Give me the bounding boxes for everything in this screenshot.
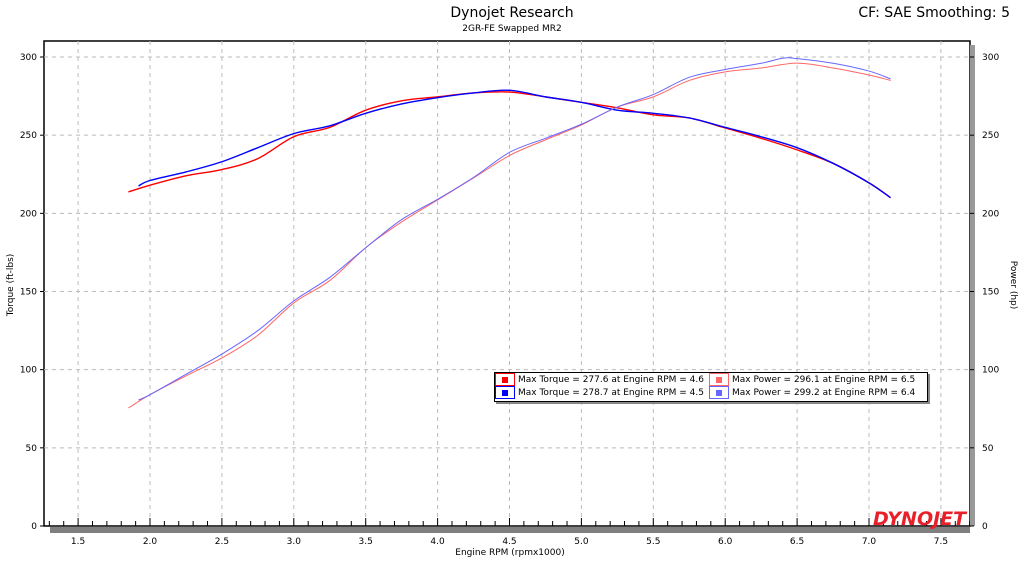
- x-axis-label: Engine RPM (rpmx1000): [455, 548, 564, 558]
- y-tick-label-right: 150: [982, 288, 999, 298]
- y-tick-label-left: 200: [20, 209, 37, 219]
- correction-settings: CF: SAE Smoothing: 5: [858, 5, 1010, 21]
- y-tick-label-left: 0: [31, 522, 37, 532]
- legend-label: Max Power = 299.2 at Engine RPM = 6.4: [732, 387, 916, 398]
- legend-label: Max Torque = 277.6 at Engine RPM = 4.6: [518, 374, 704, 385]
- x-tick-label: 1.5: [71, 537, 85, 547]
- y-tick-label-right: 50: [982, 444, 994, 454]
- y-tick-label-left: 50: [26, 444, 38, 454]
- x-tick-label: 5.5: [646, 537, 660, 547]
- y-axis-label-left: Torque (ft-lbs): [6, 254, 16, 318]
- chart-subtitle: 2GR-FE Swapped MR2: [462, 24, 562, 34]
- y-tick-label-right: 300: [982, 53, 999, 63]
- x-tick-label: 5.0: [574, 537, 589, 547]
- legend-item: Max Power = 296.1 at Engine RPM = 6.5: [709, 373, 915, 386]
- legend-label: Max Power = 296.1 at Engine RPM = 6.5: [732, 374, 916, 385]
- torque-run2-line: [138, 89, 891, 199]
- y-tick-label-right: 100: [982, 366, 999, 376]
- chart-title: Dynojet Research: [450, 5, 574, 21]
- dynojet-logo: DYNOJET: [873, 508, 968, 530]
- x-tick-label: 4.5: [502, 537, 516, 547]
- plot-area: [43, 40, 971, 527]
- x-axis-bar: [50, 527, 970, 533]
- x-tick-label: 3.0: [287, 537, 302, 547]
- power-run1-line: [128, 62, 891, 409]
- legend-swatch: [709, 386, 729, 399]
- y-tick-label-right: 200: [982, 209, 999, 219]
- y-axis-label-right: Power (hp): [1008, 261, 1018, 310]
- legend-item: Max Torque = 277.6 at Engine RPM = 4.6: [495, 373, 704, 386]
- y-axis-bar-right: [970, 45, 975, 526]
- legend-item: Max Power = 299.2 at Engine RPM = 6.4: [709, 386, 915, 399]
- x-tick-label: 7.0: [862, 537, 877, 547]
- y-tick-label-left: 100: [20, 366, 37, 376]
- y-tick-label-right: 0: [982, 522, 988, 532]
- power-run2-line: [138, 57, 891, 401]
- y-tick-label-left: 150: [20, 288, 37, 298]
- x-tick-label: 6.5: [790, 537, 804, 547]
- legend-swatch: [495, 373, 515, 386]
- legend-label: Max Torque = 278.7 at Engine RPM = 4.5: [518, 387, 704, 398]
- torque-run1-line: [128, 91, 891, 199]
- x-tick-label: 4.0: [430, 537, 445, 547]
- legend: Max Torque = 277.6 at Engine RPM = 4.6 Ma…: [494, 372, 928, 402]
- x-tick-label: 2.0: [143, 537, 158, 547]
- y-tick-label-left: 250: [20, 131, 37, 141]
- x-tick-label: 2.5: [215, 537, 229, 547]
- x-tick-label: 6.0: [718, 537, 733, 547]
- legend-swatch: [709, 373, 729, 386]
- y-tick-label-right: 250: [982, 131, 999, 141]
- x-tick-label: 7.5: [934, 537, 948, 547]
- x-tick-label: 3.5: [359, 537, 373, 547]
- y-tick-label-left: 300: [20, 53, 37, 63]
- logo-text: DYNOJET: [873, 508, 968, 530]
- legend-item: Max Torque = 278.7 at Engine RPM = 4.5: [495, 386, 704, 399]
- legend-swatch: [495, 386, 515, 399]
